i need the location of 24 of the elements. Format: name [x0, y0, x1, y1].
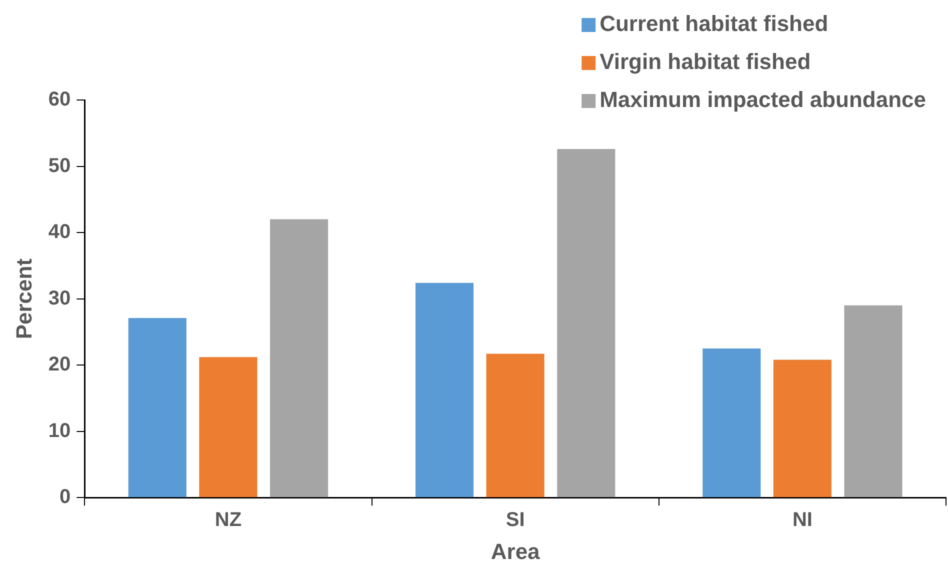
- x-tick-label: SI: [506, 509, 525, 532]
- x-tick-label: NI: [792, 509, 812, 532]
- legend-label: Maximum impacted abundance: [600, 87, 926, 112]
- bar: [270, 219, 328, 498]
- bar: [486, 354, 544, 498]
- x-tick-label: NZ: [214, 509, 242, 532]
- y-tick-label: 0: [60, 486, 71, 508]
- y-tick-label: 50: [48, 154, 71, 177]
- y-tick-label: 30: [48, 287, 71, 310]
- bar: [128, 318, 186, 498]
- bar: [199, 357, 258, 498]
- y-axis-title: Percent: [11, 258, 36, 340]
- legend-label: Virgin habitat fished: [600, 49, 811, 74]
- bar: [557, 149, 616, 498]
- bar: [773, 360, 832, 498]
- legend-label: Current habitat fished: [600, 11, 828, 36]
- y-tick-label: 10: [48, 420, 71, 442]
- bar: [844, 305, 902, 498]
- x-axis-title: Area: [490, 538, 541, 564]
- bar: [702, 348, 761, 498]
- bar: [415, 282, 474, 498]
- y-tick-label: 60: [48, 88, 71, 111]
- y-tick-label: 20: [48, 354, 71, 376]
- y-tick-label: 40: [48, 221, 71, 244]
